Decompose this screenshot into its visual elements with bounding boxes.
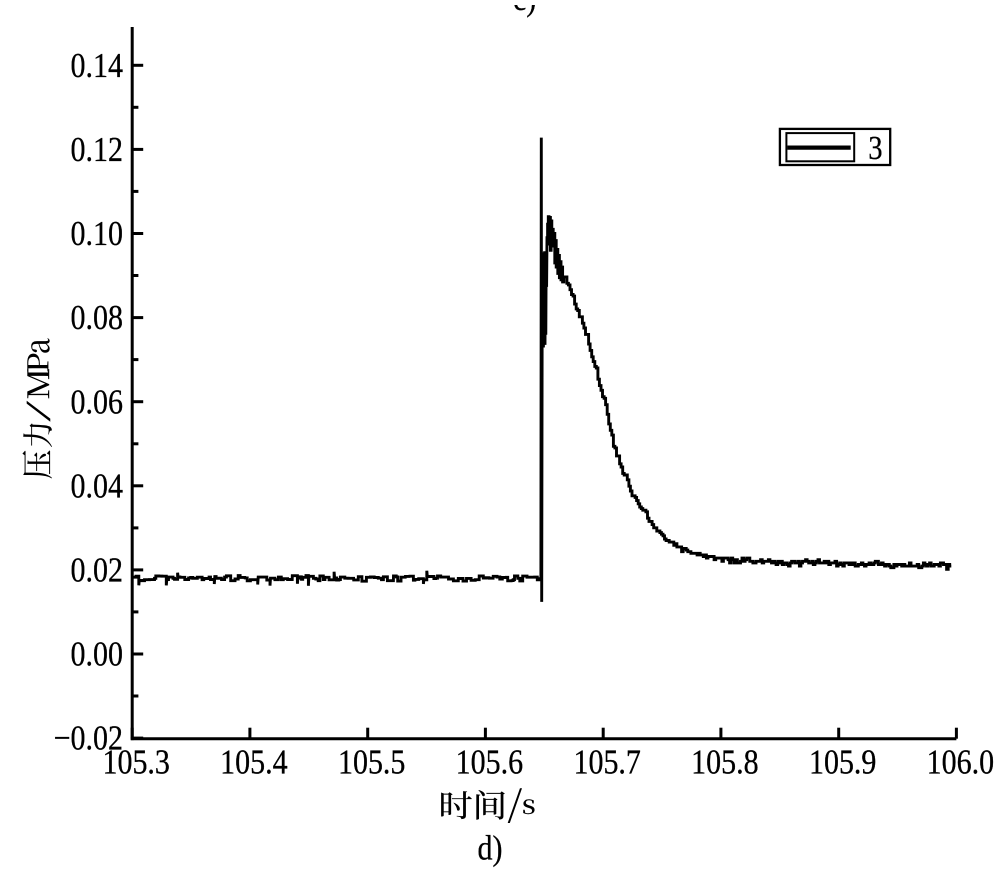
- svg-text:0.12: 0.12: [71, 131, 123, 170]
- svg-text:0.06: 0.06: [71, 383, 123, 422]
- svg-text:105.5: 105.5: [338, 744, 405, 783]
- svg-text:105.4: 105.4: [220, 744, 287, 783]
- svg-text:d): d): [478, 829, 503, 868]
- svg-text:−0.02: −0.02: [54, 720, 123, 759]
- svg-text:3: 3: [868, 129, 882, 167]
- svg-text:105.3: 105.3: [102, 744, 169, 783]
- svg-text:105.8: 105.8: [691, 744, 758, 783]
- svg-text:0.04: 0.04: [71, 467, 123, 506]
- svg-text:106.0: 106.0: [927, 744, 994, 783]
- svg-text:105.6: 105.6: [456, 744, 523, 783]
- svg-text:105.9: 105.9: [809, 744, 876, 783]
- svg-text:0.14: 0.14: [71, 47, 123, 86]
- svg-text:c): c): [513, 0, 536, 19]
- svg-text:105.7: 105.7: [573, 744, 640, 783]
- svg-text:0.08: 0.08: [71, 299, 123, 338]
- svg-text:0.02: 0.02: [71, 551, 123, 590]
- svg-text:0.10: 0.10: [71, 215, 123, 254]
- svg-text:0.00: 0.00: [71, 636, 123, 675]
